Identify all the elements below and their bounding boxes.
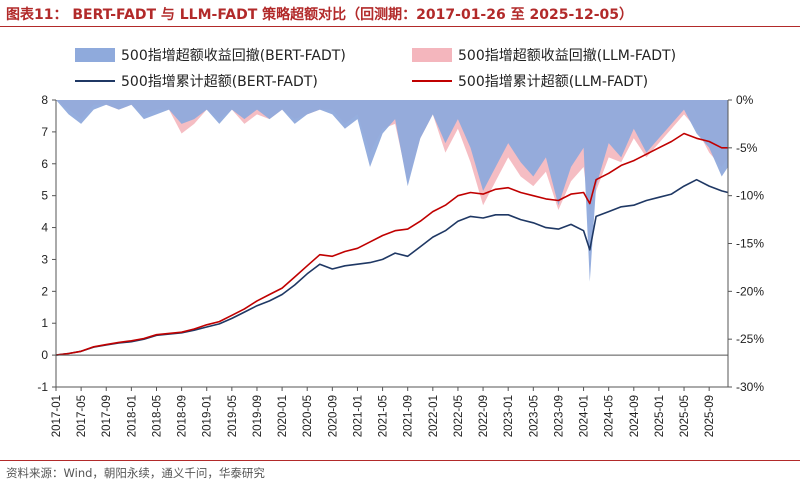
y-tick-label: 3 [41,252,48,266]
x-tick-label: 2019-05 [227,395,239,437]
legend-item: 500指增累计超额(BERT-FADT) [75,74,318,90]
axes: -1 0 1 2 3 4 5 6 7 8 0% -5% -10% -15% -20% -25% -30% 2017… [37,93,764,437]
y2-tick-label: -5% [736,141,758,155]
y-tick-label: 4 [41,221,48,235]
legend-item: 500指增超额收益回撤(BERT-FADT) [75,48,346,64]
legend-swatch [75,48,115,62]
x-tick-label: 2020-05 [302,395,314,437]
x-tick-label: 2020-09 [327,395,339,437]
x-tick-label: 2025-05 [679,395,691,437]
y-tick-label: 8 [41,93,48,107]
y-tick-label: 2 [41,284,48,298]
y2-tick-label: -15% [736,237,764,251]
legend-item: 500指增超额收益回撤(LLM-FADT) [412,48,676,64]
y-tick-label: 0 [41,348,48,362]
x-tick-label: 2023-05 [528,395,540,437]
y-tick-label: 7 [41,125,48,139]
y-tick-label: -1 [37,380,48,394]
x-tick-label: 2023-01 [503,395,515,437]
legend-label: 500指增超额收益回撤(BERT-FADT) [121,48,346,64]
series-cumulative-bert-line [55,178,729,356]
plot-area [55,100,729,356]
x-tick-label: 2021-09 [403,395,415,437]
x-tick-label: 2021-01 [352,395,364,437]
x-tick-label: 2022-05 [453,395,465,437]
x-tick-label: 2019-01 [202,395,214,437]
title-bar: 图表11： BERT-FADT 与 LLM-FADT 策略超额对比（回测期：20… [0,0,800,27]
x-tick-label: 2024-09 [629,395,641,437]
x-tick-label: 2018-01 [126,395,138,437]
y2-tick-label: -20% [736,284,764,298]
series-drawdown-bert-area [56,100,728,282]
legend-label: 500指增超额收益回撤(LLM-FADT) [458,48,676,64]
x-tick-label: 2022-09 [478,395,490,437]
y-tick-label: 5 [41,189,48,203]
x-tick-label: 2024-01 [579,395,591,437]
x-tick-label: 2023-09 [553,395,565,437]
source-note: 资料来源：Wind，朝阳永续，通义千问，华泰研究 [6,466,265,480]
y2-tick-label: 0% [736,93,754,107]
x-tick-label: 2017-05 [76,395,88,437]
legend-label: 500指增累计超额(BERT-FADT) [121,74,318,90]
y2-tick-label: -10% [736,189,764,203]
x-tick-label: 2024-05 [604,395,616,437]
y-tick-label: 1 [41,316,48,330]
x-tick-label: 2025-09 [704,395,716,437]
x-tick-label: 2017-09 [101,395,113,437]
x-tick-label: 2018-05 [151,395,163,437]
y-tick-label: 6 [41,157,48,171]
footer-divider [0,460,800,461]
chart-title: 图表11： BERT-FADT 与 LLM-FADT 策略超额对比（回测期：20… [6,7,634,23]
x-tick-label: 2017-01 [51,395,63,437]
x-tick-label: 2021-05 [378,395,390,437]
legend-label: 500指增累计超额(LLM-FADT) [458,74,648,90]
legend: 500指增超额收益回撤(BERT-FADT) 500指增超额收益回撤(LLM-FA… [75,48,676,90]
x-tick-label: 2025-01 [654,395,666,437]
series-cumulative-llm-line [55,132,728,356]
x-tick-label: 2022-01 [428,395,440,437]
x-tick-label: 2020-01 [277,395,289,437]
legend-swatch [412,48,452,62]
x-tick-label: 2019-09 [252,395,264,437]
y2-tick-label: -25% [736,332,764,346]
legend-item: 500指增累计超额(LLM-FADT) [412,74,648,90]
x-tick-label: 2018-09 [177,395,189,437]
excess-return-chart: -1 0 1 2 3 4 5 6 7 8 0% -5% -10% -15% -20% -25% -30% 2017… [37,48,764,437]
y2-tick-label: -30% [736,380,764,394]
